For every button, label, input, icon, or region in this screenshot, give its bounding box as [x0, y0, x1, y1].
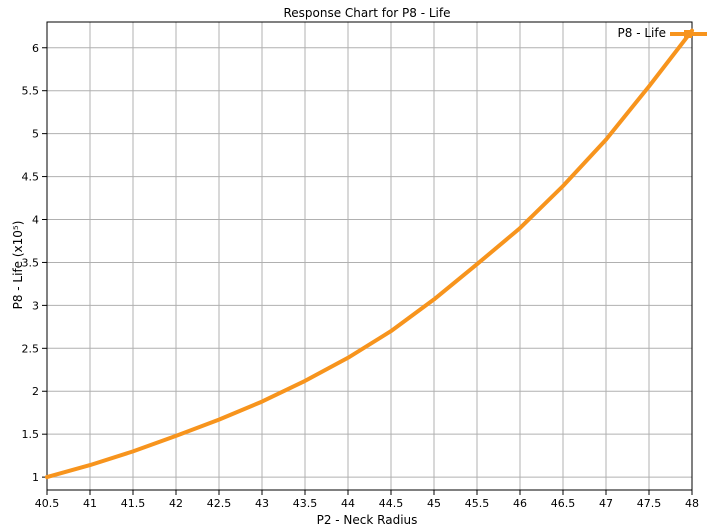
- x-tick-label: 46: [513, 497, 527, 510]
- x-axis-ticks: 40.5 41 41.5 42 42.5 43 43.5 44 44.5 45 45.5 46 46.5…: [35, 490, 699, 510]
- x-tick-label: 47: [599, 497, 613, 510]
- x-tick-label: 42: [169, 497, 183, 510]
- x-tick-label: 42.5: [207, 497, 232, 510]
- data-point: [88, 463, 92, 467]
- data-point: [217, 418, 221, 422]
- x-tick-label: 48: [685, 497, 699, 510]
- data-point: [432, 297, 436, 301]
- x-tick-label: 43: [255, 497, 269, 510]
- data-point: [346, 356, 350, 360]
- data-point: [647, 84, 651, 88]
- y-tick-label: 4: [32, 214, 39, 227]
- series-line: [45, 28, 694, 480]
- x-tick-label: 41.5: [121, 497, 146, 510]
- series-group: [45, 28, 694, 480]
- data-point: [45, 475, 49, 479]
- data-point: [604, 138, 608, 142]
- data-point: [561, 184, 565, 188]
- y-tick-label: 1: [32, 471, 39, 484]
- data-point: [174, 434, 178, 438]
- y-axis-label: P8 - Life (x10⁵): [11, 221, 25, 310]
- grid: [46, 22, 693, 490]
- x-tick-label: 47.5: [637, 497, 662, 510]
- y-tick-label: 5.5: [22, 85, 40, 98]
- x-axis-label: P2 - Neck Radius: [317, 513, 418, 527]
- x-tick-label: 45: [427, 497, 441, 510]
- plot-frame: [46, 21, 693, 491]
- y-tick-label: 2: [32, 385, 39, 398]
- x-tick-label: 44.5: [379, 497, 404, 510]
- y-tick-label: 2.5: [22, 342, 40, 355]
- x-tick-label: 46.5: [551, 497, 576, 510]
- y-tick-label: 4.5: [22, 171, 40, 184]
- y-tick-label: 5: [32, 128, 39, 141]
- data-point: [303, 379, 307, 383]
- chart-title: Response Chart for P8 - Life: [283, 6, 450, 20]
- y-tick-label: 3: [32, 299, 39, 312]
- data-point: [389, 329, 393, 333]
- y-tick-label: 3.5: [22, 256, 40, 269]
- data-point: [475, 262, 479, 266]
- legend[interactable]: P8 - Life: [618, 26, 707, 40]
- x-tick-label: 40.5: [35, 497, 60, 510]
- y-axis-ticks: 1 1.5 2 2.5 3 3.5 4 4.5 5 5.5 6: [22, 42, 47, 484]
- data-point: [518, 226, 522, 230]
- x-tick-label: 44: [341, 497, 355, 510]
- x-tick-label: 43.5: [293, 497, 318, 510]
- data-point: [131, 449, 135, 453]
- legend-marker: [684, 30, 692, 38]
- x-tick-label: 45.5: [465, 497, 490, 510]
- y-tick-label: 1.5: [22, 428, 40, 441]
- y-tick-label: 6: [32, 42, 39, 55]
- x-tick-label: 41: [83, 497, 97, 510]
- data-point: [260, 400, 264, 404]
- legend-label: P8 - Life: [618, 26, 666, 40]
